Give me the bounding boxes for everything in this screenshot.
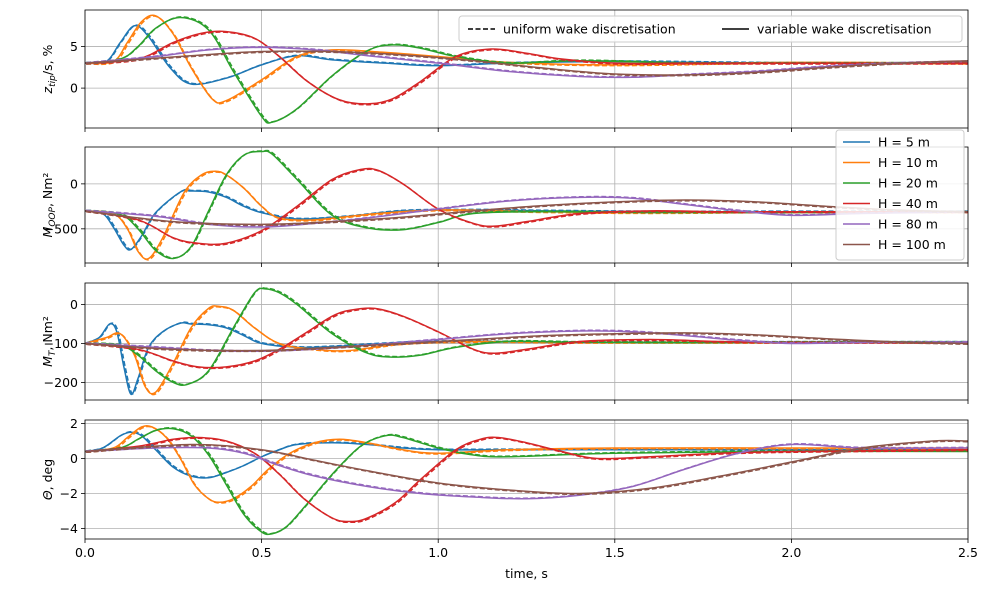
color-legend-label: H = 20 m [878, 176, 938, 191]
x-tick-label: 1.0 [428, 545, 448, 560]
y-tick-label: 0 [70, 176, 78, 191]
y-label-rest: , Nm² [40, 173, 55, 208]
color-legend-label: H = 5 m [878, 135, 930, 150]
series-line-variable-4 [85, 167, 968, 246]
x-axis-label: time, s [505, 566, 548, 581]
series-line-uniform-2 [86, 15, 968, 105]
panel-2: −500 0 MOOP, Nm² [40, 146, 969, 267]
series-line-variable-4 [85, 307, 968, 369]
series-line-variable-1 [85, 189, 968, 251]
series-line-variable-6 [85, 50, 968, 76]
panel-4: −4 −2 0 2 0.0 0.5 1.0 1.5 2.0 2.5 Θ, deg [40, 416, 978, 560]
y-axis-label: MOOP, Nm² [40, 173, 58, 238]
x-tick-label: 1.5 [605, 545, 625, 560]
color-legend-label: H = 40 m [878, 196, 938, 211]
y-tick-label: 0 [70, 451, 78, 466]
y-tick-label: 0 [70, 297, 78, 312]
color-legend-label: H = 100 m [878, 237, 946, 252]
x-tick-label: 2.0 [781, 545, 801, 560]
series-line-variable-6 [85, 199, 968, 226]
y-axis-label: Θ, deg [40, 459, 55, 500]
series-line-variable-6 [85, 439, 968, 495]
y-tick-label: 2 [70, 416, 78, 431]
x-tick-label: 2.5 [958, 545, 978, 560]
series-line-variable-5 [85, 46, 968, 79]
series-line-uniform-2 [85, 305, 968, 396]
linestyle-legend-box [458, 15, 963, 43]
y-tick-label: −2 [60, 486, 78, 501]
axes-frame [84, 146, 969, 264]
color-legend: H = 5 m H = 10 m H = 20 m H = 40 m H = 80 m H… [835, 129, 965, 261]
series-line-variable-6 [85, 332, 968, 352]
series-line-variable-5 [85, 443, 968, 500]
y-tick-label: 0 [70, 81, 78, 96]
series-line-variable-3 [85, 287, 968, 386]
series-line-variable-5 [85, 196, 968, 228]
series-line-uniform-2 [86, 171, 968, 261]
axes-frame [84, 419, 969, 540]
series-line-uniform-6 [86, 332, 968, 353]
y-label-subscript: OOP [48, 206, 58, 226]
y-label-symbol: z [40, 86, 55, 94]
series-line-variable-4 [85, 436, 968, 523]
linestyle-legend: uniform wake discretisation variable wake… [458, 15, 963, 43]
y-label-symbol: Θ [40, 490, 55, 500]
y-axis-label: ztip/s, % [40, 44, 58, 94]
panel-1: 0 5 ztip/s, % [40, 9, 969, 132]
y-axis-label: MT, Nm² [40, 316, 58, 367]
panel-3: −200 −100 0 MT, Nm² [40, 282, 969, 404]
series-line-variable-4 [85, 30, 968, 105]
series-group [85, 14, 968, 124]
series-line-variable-2 [85, 14, 968, 104]
x-tick-label: 0.5 [252, 545, 272, 560]
linestyle-legend-label: variable wake discretisation [757, 22, 932, 37]
y-label-symbol: M [40, 356, 55, 367]
y-label-symbol: M [40, 226, 55, 237]
series-group [85, 149, 968, 261]
y-tick-label: −200 [44, 375, 78, 390]
y-label-subscript: T [48, 349, 58, 356]
linestyle-legend-label: uniform wake discretisation [503, 22, 676, 37]
y-label-rest: /s, % [40, 44, 55, 75]
y-label-rest: , deg [40, 459, 55, 491]
y-tick-label: −500 [44, 221, 78, 236]
y-label-subscript: tip [48, 75, 58, 87]
x-tick-label: 0.0 [75, 545, 95, 560]
axes-frame [84, 282, 969, 401]
y-tick-label: −100 [44, 336, 78, 351]
y-label-rest: , Nm² [40, 316, 55, 351]
y-tick-label: 5 [70, 39, 78, 54]
series-group [85, 287, 968, 396]
color-legend-label: H = 80 m [878, 217, 938, 232]
series-line-uniform-4 [86, 31, 968, 106]
y-tick-label: −4 [60, 521, 78, 536]
axes-frame [84, 9, 969, 129]
series-group [85, 424, 968, 536]
series-line-variable-3 [85, 427, 968, 536]
series-line-uniform-3 [86, 287, 968, 386]
series-line-variable-3 [85, 16, 968, 124]
color-legend-label: H = 10 m [878, 155, 938, 170]
